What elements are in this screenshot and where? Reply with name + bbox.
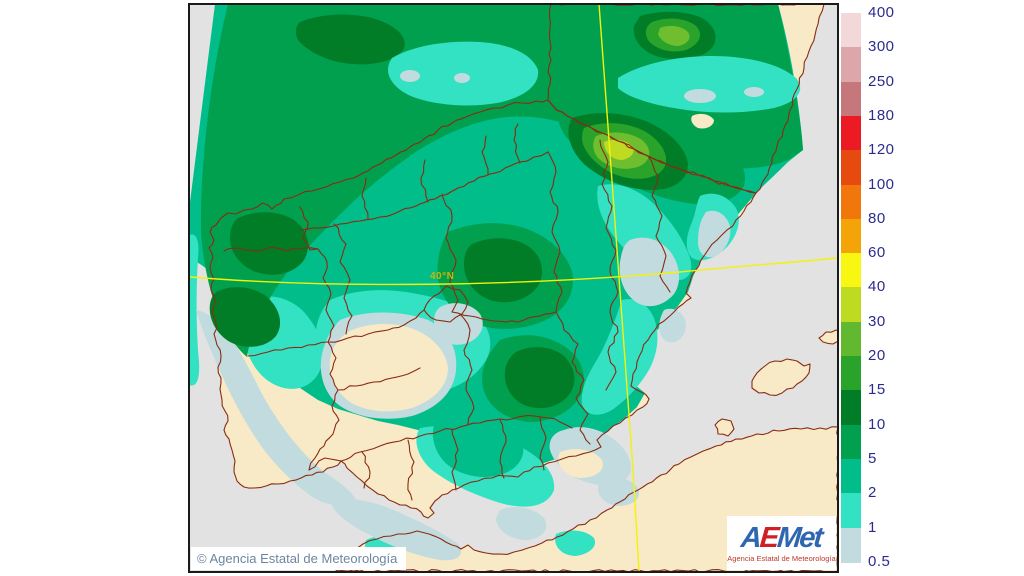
province-border [337, 367, 421, 391]
province-border [308, 248, 340, 471]
province-border [308, 457, 342, 471]
legend-tick-label: 400 [868, 4, 895, 21]
coastline [335, 426, 837, 571]
legend-swatch [841, 47, 861, 83]
province-border [451, 311, 557, 323]
coastline [751, 358, 811, 396]
province-border [361, 451, 371, 489]
aemet-logo-tagline: Agencia Estatal de Meteorología [727, 554, 836, 563]
legend-swatch [841, 493, 861, 529]
province-border [441, 193, 459, 313]
legend-tick-label: 15 [868, 381, 886, 399]
latitude-label: 40°N [430, 271, 455, 282]
legend-swatch [841, 253, 861, 289]
copyright-text: © Agencia Estatal de Meteorología [197, 551, 398, 566]
legend-tick-label: 250 [868, 72, 895, 90]
aemet-logo: AEMet Agencia Estatal de Meteorología [727, 516, 836, 570]
meridian-line [598, 5, 640, 571]
coastline [547, 5, 825, 194]
province-border [299, 206, 319, 251]
province-border [340, 414, 573, 462]
legend-swatch [841, 527, 861, 563]
legend-swatch [841, 390, 861, 426]
legend-swatch [841, 150, 861, 186]
province-border [563, 329, 591, 445]
legend-tick-label: 60 [868, 244, 886, 262]
legend-tick-label: 120 [868, 141, 895, 159]
province-border [513, 123, 521, 164]
coastline [714, 418, 735, 437]
legend-swatch [841, 424, 861, 460]
legend: 400 300 250 180 120 100 80 60 40 30 20 15 10 5 2 1 0.5 [841, 4, 1023, 570]
landmass [336, 426, 837, 571]
legend-swatch [841, 287, 861, 323]
legend-swatch [841, 13, 861, 48]
legend-tick-label: 100 [868, 175, 895, 193]
map-frame [188, 3, 839, 573]
province-border [361, 177, 369, 220]
province-border [599, 139, 619, 293]
legend-tick-label: 2 [868, 484, 877, 502]
province-border [647, 155, 671, 293]
legend-swatch [841, 184, 861, 220]
province-border [299, 151, 549, 231]
legend-tick-label: 180 [868, 106, 895, 124]
legend-tick-label: 20 [868, 347, 886, 364]
legend-swatch [841, 218, 861, 254]
province-border [327, 309, 425, 343]
logo-letters-met: Met [776, 522, 824, 554]
copyright-box: © Agencia Estatal de Meteorología [191, 547, 407, 570]
province-border [547, 151, 565, 331]
province-border [605, 291, 619, 391]
legend-tick-label: 40 [868, 278, 886, 296]
province-border [499, 419, 507, 479]
legend-tick-label: 0.5 [868, 552, 891, 570]
legend-swatch [841, 356, 861, 391]
parallel-40n-line [190, 257, 837, 286]
legend-swatch [841, 115, 861, 151]
landmass [819, 330, 837, 344]
legend-tick-label: 5 [868, 449, 877, 467]
province-border [481, 135, 489, 176]
province-border [247, 341, 329, 357]
province-border [407, 439, 415, 501]
legend-tick-label: 80 [868, 209, 886, 227]
legend-tick-label: 10 [868, 415, 886, 433]
province-border [451, 428, 459, 491]
landmass [715, 419, 734, 436]
coastline [208, 99, 757, 519]
graticule-lines [190, 5, 837, 571]
legend-swatch [841, 458, 861, 494]
aemet-logo-text: AEMet [740, 522, 824, 554]
province-border [333, 223, 353, 335]
legend-swatch [841, 81, 861, 117]
landmass [752, 359, 810, 396]
province-border [539, 416, 547, 471]
coastline [818, 329, 837, 345]
province-border [223, 246, 319, 252]
province-border [459, 313, 475, 425]
legend-tick-label: 30 [868, 312, 886, 330]
province-boundaries [208, 5, 837, 571]
province-border [423, 285, 469, 323]
legend-tick-label: 300 [868, 38, 895, 56]
legend-tick-label: 1 [868, 518, 877, 536]
province-border [420, 159, 429, 203]
legend-swatch [841, 321, 861, 357]
